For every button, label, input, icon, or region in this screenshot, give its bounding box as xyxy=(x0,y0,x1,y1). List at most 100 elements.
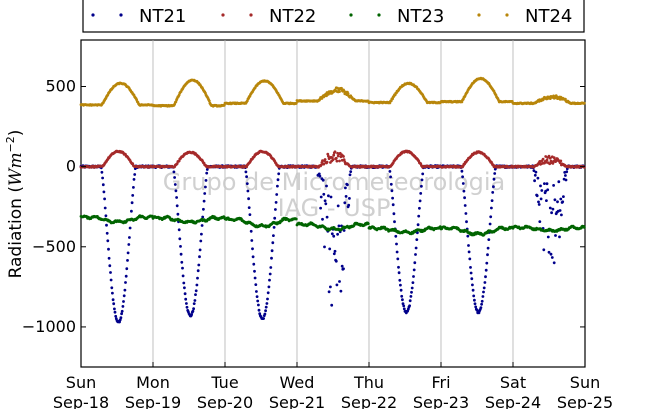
data-point xyxy=(461,175,464,179)
y-axis-label-unit: Wm xyxy=(6,152,26,186)
data-point xyxy=(561,200,565,204)
legend-marker xyxy=(477,13,481,17)
data-point xyxy=(565,170,569,174)
data-point xyxy=(487,238,491,242)
data-point xyxy=(176,212,180,216)
data-point xyxy=(559,197,563,201)
data-point xyxy=(469,271,473,275)
data-point xyxy=(484,275,487,279)
data-point xyxy=(533,179,536,183)
data-point xyxy=(106,239,110,243)
data-point xyxy=(266,291,270,295)
data-point xyxy=(203,192,207,195)
data-point xyxy=(558,209,562,212)
y-axis-label-text: Radiation ( xyxy=(6,186,26,278)
data-point xyxy=(247,197,251,201)
data-point xyxy=(471,283,474,287)
data-point xyxy=(266,297,269,301)
data-point xyxy=(327,194,330,198)
data-point xyxy=(550,256,554,259)
data-point xyxy=(103,206,107,210)
data-point xyxy=(321,159,324,163)
data-point xyxy=(336,204,340,208)
data-point xyxy=(419,192,423,195)
data-point xyxy=(336,154,340,158)
data-point xyxy=(175,162,179,166)
data-point xyxy=(264,305,268,309)
data-point xyxy=(105,223,108,227)
data-point xyxy=(333,249,337,253)
data-point xyxy=(131,194,135,197)
data-point xyxy=(190,313,194,317)
data-point xyxy=(275,193,279,196)
data-point xyxy=(330,303,334,307)
data-point xyxy=(335,283,339,287)
data-point xyxy=(482,286,486,290)
data-point xyxy=(411,281,415,284)
data-point xyxy=(391,196,394,200)
data-point xyxy=(467,244,470,247)
legend-label: NT24 xyxy=(525,6,572,27)
data-point xyxy=(325,184,328,188)
data-point xyxy=(324,202,328,206)
x-tick-weekday: Wed xyxy=(280,373,315,392)
legend-item-nt21: NT21 xyxy=(91,6,186,27)
data-point xyxy=(346,92,350,95)
data-point xyxy=(474,305,478,309)
data-point xyxy=(244,170,248,174)
data-point xyxy=(560,213,563,217)
data-point xyxy=(416,223,420,227)
data-point xyxy=(197,263,201,267)
data-point xyxy=(548,156,552,160)
data-point xyxy=(193,299,197,302)
data-point xyxy=(118,318,122,322)
data-point xyxy=(109,271,112,274)
data-point xyxy=(546,235,550,239)
data-point xyxy=(463,204,467,207)
data-point xyxy=(394,234,398,238)
data-point xyxy=(185,305,189,309)
data-point xyxy=(113,310,117,314)
data-point xyxy=(114,314,118,318)
legend-item-nt24: NT24 xyxy=(477,6,572,27)
data-point xyxy=(532,169,536,173)
data-point xyxy=(553,198,557,202)
data-point xyxy=(184,297,188,301)
data-point xyxy=(473,298,476,302)
data-point xyxy=(172,170,176,174)
data-point xyxy=(179,252,183,256)
data-point xyxy=(399,283,402,287)
data-point xyxy=(107,256,111,260)
data-point xyxy=(128,226,132,230)
plot-area xyxy=(80,39,586,368)
data-point xyxy=(180,260,184,264)
data-point xyxy=(250,239,254,242)
data-point xyxy=(204,179,208,182)
data-point xyxy=(127,236,131,239)
data-point xyxy=(194,293,197,296)
data-point xyxy=(472,294,476,298)
data-point xyxy=(325,215,329,219)
data-point xyxy=(470,277,474,281)
data-point xyxy=(557,180,561,184)
data-point xyxy=(347,203,351,207)
data-point xyxy=(120,309,124,313)
data-point xyxy=(122,294,126,298)
data-point xyxy=(408,299,412,303)
data-point xyxy=(366,222,370,226)
data-point xyxy=(421,172,425,176)
data-point xyxy=(255,295,259,298)
data-point xyxy=(173,183,177,186)
data-point xyxy=(336,232,339,236)
data-point xyxy=(554,234,557,237)
data-point xyxy=(111,298,115,302)
data-point xyxy=(480,302,483,306)
data-point xyxy=(294,102,298,105)
x-tick-date: Sep-20 xyxy=(197,393,253,409)
data-point xyxy=(338,90,341,93)
data-point xyxy=(344,195,348,198)
data-point xyxy=(346,183,349,187)
data-point xyxy=(253,276,257,280)
data-point xyxy=(340,86,343,90)
